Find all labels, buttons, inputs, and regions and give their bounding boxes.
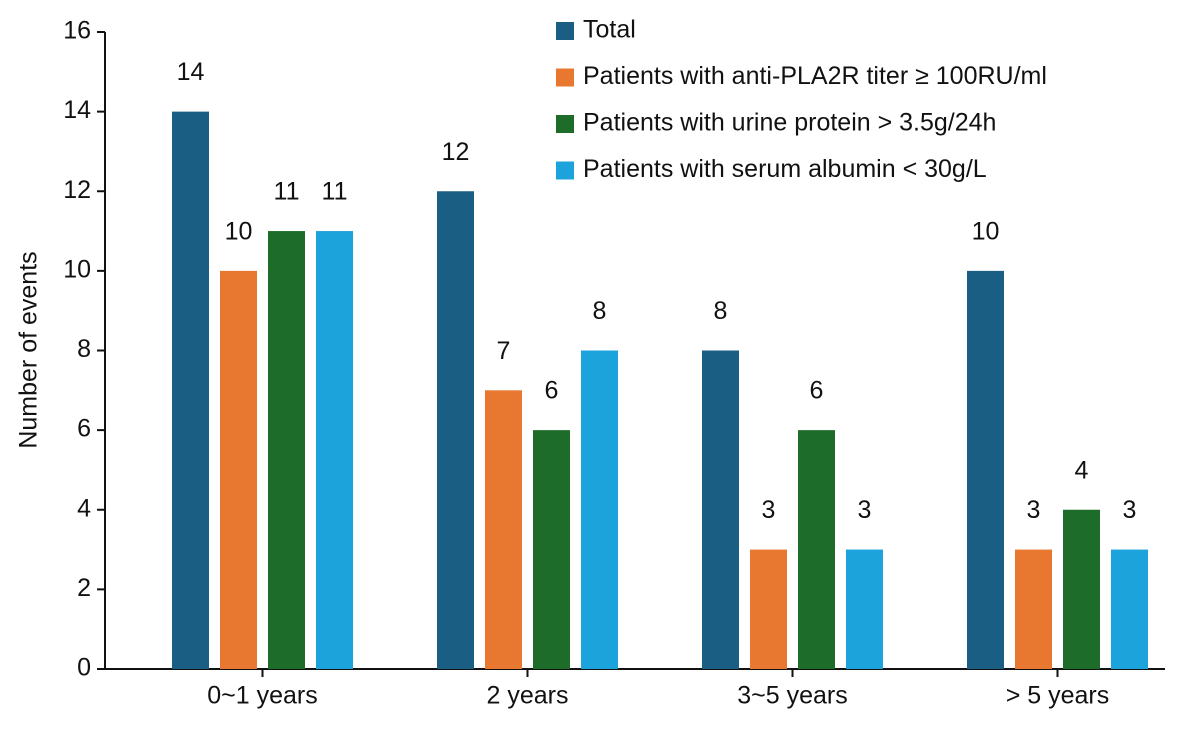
value-label: 6 — [810, 377, 824, 405]
bar — [437, 191, 474, 669]
bar — [1111, 549, 1148, 669]
y-tick-label: 12 — [63, 176, 91, 204]
bar — [316, 231, 353, 669]
legend-swatch — [556, 68, 574, 87]
bar — [846, 549, 883, 669]
bar — [1063, 509, 1100, 669]
x-tick-label: > 5 years — [1006, 682, 1110, 710]
x-tick-label: 3~5 years — [737, 682, 848, 710]
legend-swatch — [556, 161, 574, 180]
y-tick-label: 16 — [63, 17, 91, 45]
legend-swatch — [556, 22, 574, 40]
value-label: 10 — [972, 217, 1000, 245]
bar — [485, 390, 522, 669]
y-tick-label: 2 — [77, 574, 91, 602]
value-label: 11 — [274, 178, 300, 206]
value-label: 8 — [714, 297, 728, 325]
legend-label: Patients with anti-PLA2R titer ≥ 100RU/m… — [583, 62, 1047, 90]
value-label: 7 — [497, 337, 511, 365]
bar — [172, 111, 209, 669]
legend-label: Patients with serum albumin < 30g/L — [583, 155, 987, 183]
y-tick-label: 0 — [77, 654, 91, 682]
bar — [702, 350, 739, 669]
bar — [1015, 549, 1052, 669]
y-tick-label: 14 — [63, 96, 91, 124]
value-label: 12 — [442, 138, 470, 166]
bar — [268, 231, 305, 669]
legend-label: Total — [583, 16, 636, 44]
y-tick-label: 10 — [63, 255, 91, 283]
x-tick-label: 2 years — [487, 682, 569, 710]
value-label: 11 — [322, 178, 348, 206]
value-label: 3 — [1123, 496, 1137, 524]
bar — [533, 430, 570, 669]
value-label: 8 — [593, 297, 607, 325]
bar — [967, 270, 1004, 669]
y-tick-label: 8 — [77, 335, 91, 363]
bar — [798, 430, 835, 669]
bar — [581, 350, 618, 669]
bar — [220, 270, 257, 669]
legend-swatch — [556, 115, 574, 133]
value-label: 4 — [1075, 456, 1089, 484]
y-axis-label: Number of events — [15, 251, 43, 448]
y-tick-label: 4 — [77, 494, 91, 522]
y-tick-label: 6 — [77, 415, 91, 443]
value-label: 3 — [762, 496, 776, 524]
bar — [750, 549, 787, 669]
value-label: 3 — [858, 496, 872, 524]
value-label: 3 — [1027, 496, 1041, 524]
value-label: 10 — [225, 217, 253, 245]
x-tick-label: 0~1 years — [207, 682, 318, 710]
value-label: 14 — [177, 58, 205, 86]
value-label: 6 — [545, 377, 559, 405]
legend-label: Patients with urine protein > 3.5g/24h — [583, 109, 996, 137]
